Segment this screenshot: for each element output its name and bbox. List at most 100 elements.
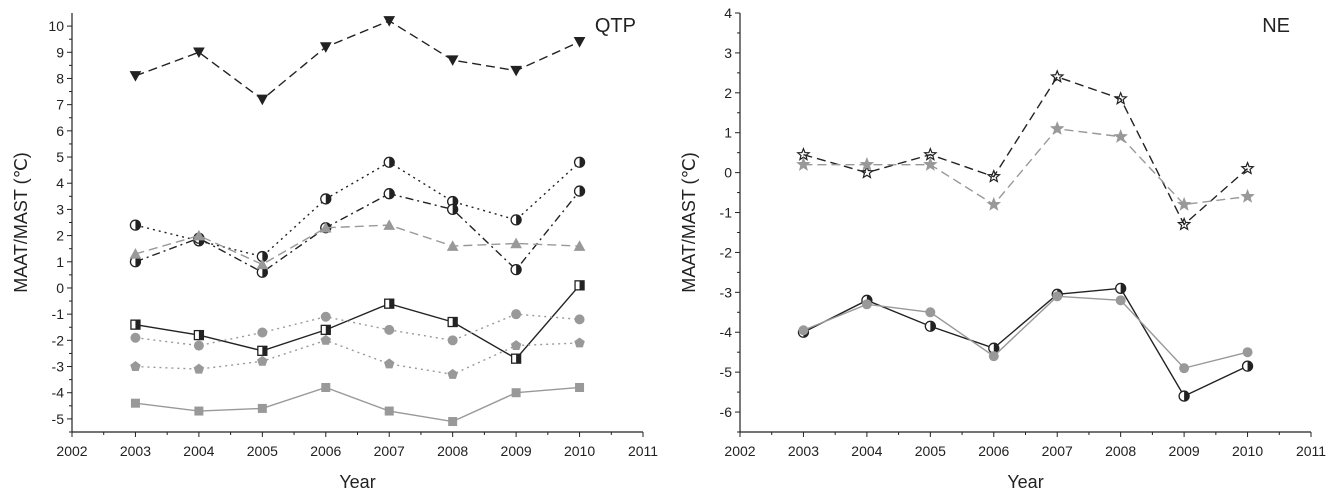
data-point-marker — [193, 340, 204, 351]
data-point-marker — [573, 185, 586, 197]
series-line — [135, 313, 580, 347]
series-line — [803, 127, 1248, 206]
data-point-marker — [384, 406, 394, 416]
x-tick-label: 2011 — [628, 443, 658, 459]
data-point-marker — [319, 42, 332, 53]
data-point-marker — [859, 164, 875, 179]
series-line — [803, 76, 1249, 226]
x-axis-title: Year — [339, 472, 375, 492]
data-point-marker — [130, 332, 141, 343]
panel-label: QTP — [595, 15, 636, 37]
series-4 — [130, 280, 585, 364]
data-point-marker — [129, 219, 142, 231]
panel-qtp: -5 -4 -3 -2 -1 0 1 2 3 4 5 6 7 8 9 10 2002 2003 2004 2005 20… — [11, 13, 658, 492]
data-point-marker — [510, 65, 522, 77]
data-point-marker — [1242, 347, 1253, 358]
panel-label: NE — [1262, 15, 1290, 37]
x-tick-label: 2006 — [310, 443, 341, 459]
data-point-marker — [194, 406, 204, 416]
x-tick-label: 2002 — [56, 443, 87, 459]
data-point-marker — [320, 311, 331, 322]
data-point-marker — [129, 71, 142, 82]
data-point-marker — [447, 368, 458, 379]
data-point-marker — [130, 398, 140, 408]
data-point-marker — [130, 319, 141, 330]
x-tick-label: 2010 — [1232, 443, 1263, 459]
data-point-marker — [859, 156, 875, 171]
y-tick-label: -2 — [52, 332, 65, 348]
series-line — [135, 284, 581, 360]
data-point-marker — [447, 203, 459, 216]
y-tick-label: -5 — [720, 364, 733, 380]
data-point-marker — [256, 94, 269, 106]
data-point-marker — [1113, 91, 1128, 105]
data-point-marker — [383, 219, 396, 230]
x-tick-label: 2004 — [183, 443, 214, 459]
data-point-marker — [1241, 360, 1254, 372]
y-tick-label: 5 — [56, 149, 64, 165]
series-line — [135, 386, 580, 423]
x-tick-label: 2006 — [978, 443, 1009, 459]
series-line — [135, 161, 581, 258]
series-6 — [130, 334, 585, 379]
data-point-marker — [1178, 390, 1190, 402]
data-point-marker — [986, 168, 1002, 183]
data-point-marker — [193, 47, 205, 59]
x-tick-label: 2004 — [851, 443, 882, 459]
y-tick-label: -6 — [720, 404, 733, 420]
data-point-marker — [510, 340, 522, 351]
data-point-marker — [1052, 291, 1063, 302]
x-tick-label: 2005 — [247, 443, 278, 459]
data-point-marker — [796, 156, 811, 171]
data-point-marker — [573, 37, 586, 48]
x-tick-label: 2003 — [788, 443, 819, 459]
y-axis-title: MAAT/MAST (℃) — [679, 152, 699, 293]
data-point-marker — [448, 417, 458, 427]
data-point-marker — [447, 335, 458, 346]
data-point-marker — [320, 324, 331, 336]
data-point-marker — [193, 229, 205, 241]
data-point-marker — [1115, 282, 1127, 294]
data-point-marker — [129, 248, 142, 259]
data-point-marker — [574, 280, 585, 291]
data-point-marker — [1049, 69, 1065, 84]
x-tick-label: 2008 — [437, 443, 468, 459]
data-point-marker — [447, 316, 458, 328]
data-point-marker — [320, 334, 332, 345]
x-tick-label: 2003 — [120, 443, 151, 459]
y-tick-label: -3 — [52, 359, 65, 375]
data-point-marker — [988, 342, 1000, 354]
data-point-marker — [257, 345, 268, 356]
data-point-marker — [384, 324, 395, 335]
x-tick-label: 2008 — [1105, 443, 1136, 459]
data-point-marker — [923, 156, 938, 171]
data-point-marker — [130, 361, 141, 371]
y-tick-label: -1 — [52, 306, 65, 322]
series-0 — [129, 16, 586, 106]
data-point-marker — [383, 188, 395, 200]
y-tick-label: -3 — [720, 284, 733, 300]
data-point-marker — [257, 355, 268, 366]
panel-ne: -6 -5 -4 -3 -2 -1 0 1 2 3 4 2002 2003 2004 2005 2006 200… — [679, 5, 1326, 492]
data-point-marker — [924, 320, 936, 332]
series-2 — [129, 185, 586, 278]
data-point-marker — [257, 403, 267, 413]
data-point-marker — [798, 325, 809, 336]
data-point-marker — [1115, 295, 1126, 306]
data-point-marker — [986, 196, 1002, 211]
y-tick-label: 4 — [724, 5, 732, 21]
y-tick-label: -5 — [52, 411, 65, 427]
data-point-marker — [573, 240, 586, 251]
data-point-marker — [1113, 129, 1128, 143]
data-point-marker — [321, 382, 331, 392]
x-tick-label: 2010 — [564, 443, 595, 459]
y-tick-label: 2 — [56, 228, 64, 244]
x-axis-title: Year — [1007, 472, 1043, 492]
series-7 — [130, 382, 585, 427]
y-tick-label: 0 — [56, 280, 64, 296]
data-point-marker — [256, 258, 269, 270]
series-1 — [796, 121, 1255, 211]
data-point-marker — [193, 329, 205, 341]
data-point-marker — [383, 156, 395, 168]
